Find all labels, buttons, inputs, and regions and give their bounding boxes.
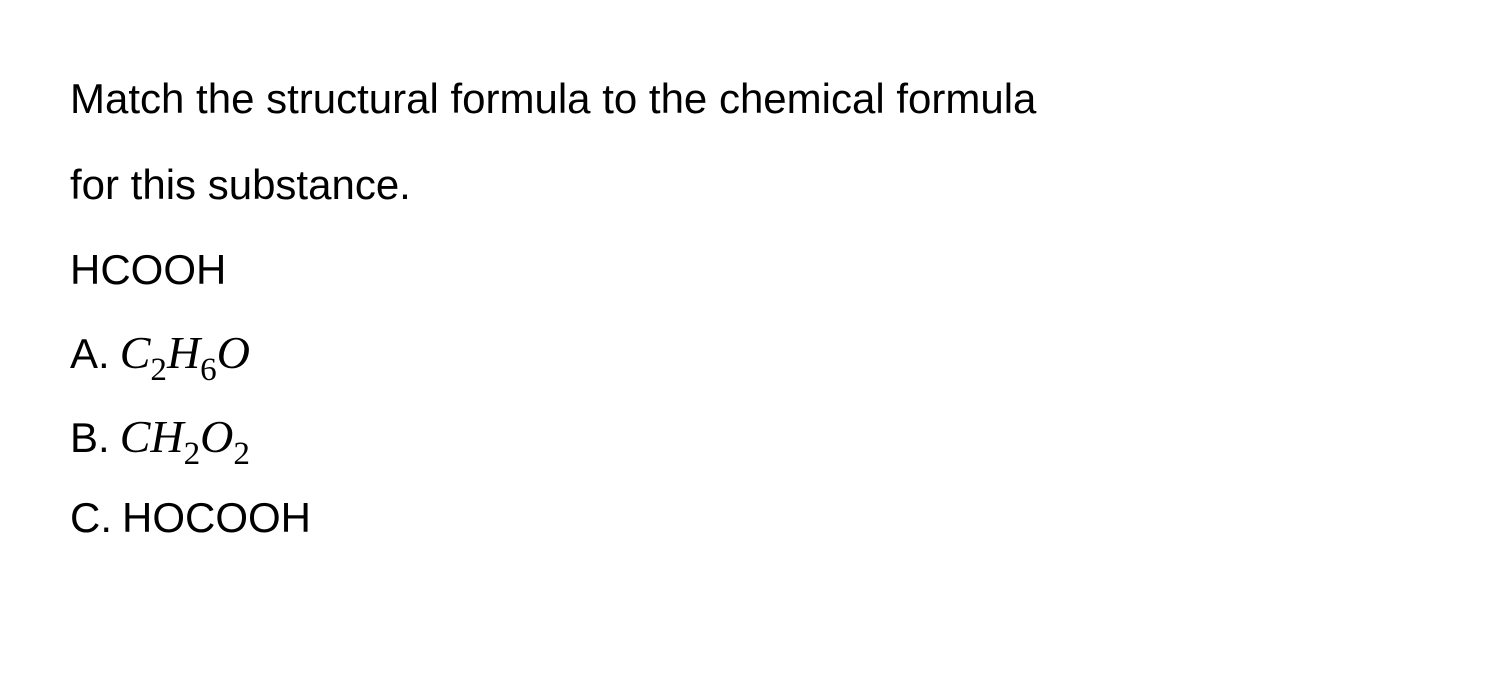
question-prompt-line1: Match the structural formula to the chem… bbox=[70, 60, 1430, 138]
option-b-formula: CH2O2 bbox=[120, 397, 250, 481]
option-b-elem2: H bbox=[150, 411, 183, 462]
question-prompt-line2: for this substance. bbox=[70, 146, 1430, 224]
option-b-sub2: 2 bbox=[184, 435, 201, 472]
option-c-label: C. bbox=[70, 481, 112, 555]
option-c: C. HOCOOH bbox=[70, 481, 1430, 555]
option-a-formula: C2H6O bbox=[120, 313, 250, 397]
option-b-elem1: C bbox=[120, 411, 151, 462]
option-b-sub3: 2 bbox=[233, 435, 250, 472]
option-b-label: B. bbox=[70, 401, 110, 475]
option-a: A. C2H6O bbox=[70, 313, 1430, 397]
option-a-sub1: 2 bbox=[150, 351, 167, 388]
given-formula: HCOOH bbox=[70, 231, 1430, 309]
option-a-elem2: H bbox=[167, 327, 200, 378]
option-c-text: HOCOOH bbox=[122, 481, 311, 555]
option-a-elem1: C bbox=[120, 327, 151, 378]
option-b: B. CH2O2 bbox=[70, 397, 1430, 481]
option-b-elem3: O bbox=[200, 411, 233, 462]
option-a-elem3: O bbox=[217, 327, 250, 378]
option-a-label: A. bbox=[70, 317, 110, 391]
option-a-sub2: 6 bbox=[200, 351, 217, 388]
